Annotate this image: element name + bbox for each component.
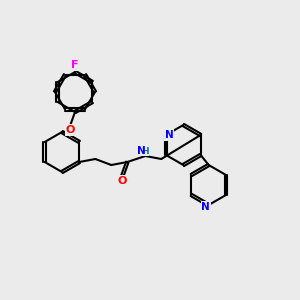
Text: H: H xyxy=(142,146,149,155)
Text: F: F xyxy=(71,60,79,70)
Text: O: O xyxy=(65,125,75,135)
Text: N: N xyxy=(165,130,173,140)
Text: N: N xyxy=(137,146,146,156)
Text: O: O xyxy=(118,176,127,186)
Text: N: N xyxy=(201,202,210,212)
